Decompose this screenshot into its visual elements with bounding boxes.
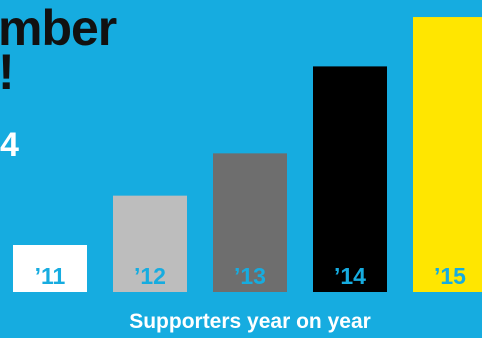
bar-label-2: ’13 xyxy=(234,263,266,289)
subhead-number: 4 xyxy=(0,126,19,164)
bar-2 xyxy=(213,153,287,292)
bar-label-3: ’14 xyxy=(334,263,366,289)
chart-caption: Supporters year on year xyxy=(129,310,371,333)
bar-label-1: ’12 xyxy=(134,263,166,289)
bar-1 xyxy=(113,195,187,292)
headline: mber ! xyxy=(0,0,117,97)
bar-label-4: ’15 xyxy=(434,263,466,289)
bar-4 xyxy=(413,17,482,293)
bar-3 xyxy=(313,66,387,293)
bar-0 xyxy=(13,245,87,292)
bar-label-0: ’11 xyxy=(35,263,66,289)
